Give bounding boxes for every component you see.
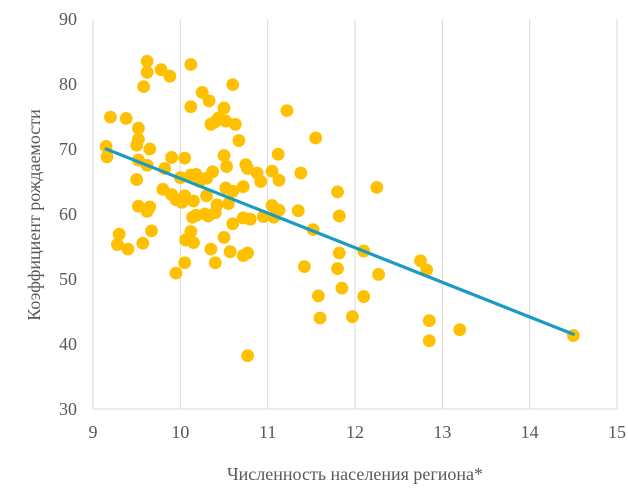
data-point xyxy=(195,86,209,99)
data-point xyxy=(201,209,215,223)
y-axis-title: Коэффициент рождаемости xyxy=(24,109,44,321)
data-point xyxy=(169,266,183,280)
data-point xyxy=(165,151,179,164)
data-point xyxy=(228,117,242,131)
x-tick-label: 9 xyxy=(89,422,98,442)
x-tick-labels: 9 10 11 12 13 14 15 xyxy=(89,422,627,442)
y-tick-label: 90 xyxy=(59,9,77,29)
data-point xyxy=(241,246,254,260)
data-point xyxy=(223,245,237,259)
data-point xyxy=(130,138,144,152)
y-tick-label: 30 xyxy=(59,399,77,419)
data-point xyxy=(236,180,250,194)
x-tick-label: 12 xyxy=(346,422,364,442)
data-point xyxy=(243,212,257,226)
y-tick-labels: 30 40 50 60 70 80 90 xyxy=(59,9,77,419)
data-point xyxy=(331,262,344,275)
data-point xyxy=(272,173,286,187)
data-point xyxy=(331,185,344,199)
trendline xyxy=(104,147,575,336)
data-point xyxy=(112,227,126,241)
data-point xyxy=(332,246,346,260)
data-point xyxy=(422,314,436,327)
y-tick-label: 80 xyxy=(59,74,77,94)
data-point xyxy=(121,242,135,256)
x-tick-label: 10 xyxy=(171,422,189,442)
data-point xyxy=(291,204,305,218)
data-point xyxy=(313,311,327,325)
data-point xyxy=(217,231,231,244)
data-point xyxy=(130,173,144,186)
data-point xyxy=(309,131,323,145)
data-point xyxy=(204,242,218,256)
data-point xyxy=(111,238,124,251)
y-tick-label: 70 xyxy=(59,139,77,159)
data-point xyxy=(100,150,114,164)
data-point xyxy=(226,78,240,92)
data-point xyxy=(265,164,279,178)
x-tick-label: 14 xyxy=(521,422,539,442)
data-points xyxy=(99,54,580,363)
data-point xyxy=(370,180,384,194)
data-point xyxy=(178,256,192,270)
data-point xyxy=(297,260,311,274)
data-point xyxy=(254,175,268,188)
data-point xyxy=(219,114,233,128)
data-point xyxy=(208,115,222,129)
data-point xyxy=(335,281,349,295)
data-point xyxy=(422,334,436,348)
data-point xyxy=(280,104,294,118)
data-point xyxy=(232,134,246,147)
data-point xyxy=(208,256,222,270)
data-point xyxy=(217,101,231,115)
data-point xyxy=(294,166,308,180)
data-point xyxy=(311,289,325,303)
data-point xyxy=(217,149,231,162)
data-point xyxy=(453,323,467,337)
data-point xyxy=(241,349,254,363)
data-point xyxy=(163,69,177,83)
data-point xyxy=(271,147,285,161)
data-point xyxy=(345,310,359,324)
data-point xyxy=(220,160,234,173)
data-point xyxy=(184,168,198,182)
data-point xyxy=(226,217,240,231)
y-tick-label: 40 xyxy=(59,334,77,354)
data-point xyxy=(372,268,385,281)
data-point xyxy=(104,110,117,124)
data-point xyxy=(140,65,154,79)
data-point xyxy=(187,194,200,208)
data-point xyxy=(175,195,189,209)
x-tick-label: 13 xyxy=(433,422,451,442)
data-point xyxy=(154,63,168,77)
x-tick-label: 11 xyxy=(259,422,276,442)
data-point xyxy=(187,236,200,250)
data-point xyxy=(132,121,145,135)
data-point xyxy=(241,162,254,175)
data-point xyxy=(184,225,198,238)
y-tick-label: 60 xyxy=(59,204,77,224)
data-point xyxy=(119,112,133,125)
data-point xyxy=(136,236,150,250)
data-point xyxy=(145,224,158,238)
data-point xyxy=(184,100,198,114)
y-tick-label: 50 xyxy=(59,269,77,289)
x-tick-label: 15 xyxy=(608,422,626,442)
data-point xyxy=(332,209,346,223)
data-point xyxy=(184,58,198,71)
data-point xyxy=(140,205,154,218)
data-point xyxy=(357,290,371,303)
data-point xyxy=(143,142,157,156)
data-point xyxy=(414,254,427,268)
data-point xyxy=(186,210,199,224)
data-point xyxy=(178,151,192,165)
data-point xyxy=(200,189,213,203)
data-point xyxy=(140,54,154,68)
x-axis-title: Численность населения региона* xyxy=(227,464,483,484)
data-point xyxy=(137,80,151,93)
data-point xyxy=(202,94,216,108)
data-point xyxy=(226,184,240,198)
